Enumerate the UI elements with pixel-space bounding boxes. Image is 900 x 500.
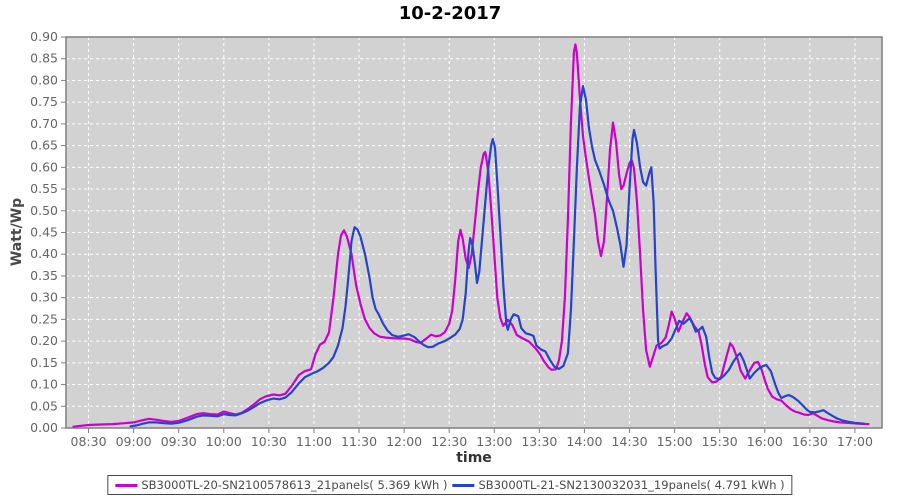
x-tick-label: 09:00	[116, 434, 152, 449]
plot-border	[65, 36, 883, 429]
x-tick-label: 14:30	[612, 434, 648, 449]
y-tick-label: 0.90	[30, 29, 58, 44]
legend-label-series2: SB3000TL-21-SN2130032031_19panels( 4.791…	[478, 478, 785, 492]
y-tick-label: 0.70	[30, 116, 58, 131]
x-tick-label: 14:00	[566, 434, 602, 449]
legend-item-series1: SB3000TL-20-SN2100578613_21panels( 5.369…	[115, 478, 448, 492]
chart-title: 10-2-2017	[398, 3, 502, 24]
y-tick-label: 0.20	[30, 333, 58, 348]
y-tick-label: 0.55	[30, 181, 58, 196]
x-tick-label: 10:30	[251, 434, 287, 449]
y-tick-label: 0.10	[30, 377, 58, 392]
y-tick-label: 0.15	[30, 355, 58, 370]
y-tick-label: 0.50	[30, 203, 58, 218]
x-tick-label: 16:00	[747, 434, 783, 449]
x-axis-title: time	[456, 450, 492, 466]
x-tick-label: 16:30	[792, 434, 828, 449]
x-tick-label: 13:00	[476, 434, 512, 449]
x-tick-label: 12:00	[386, 434, 422, 449]
legend-label-series1: SB3000TL-20-SN2100578613_21panels( 5.369…	[141, 478, 448, 492]
x-tick-label: 17:00	[837, 434, 873, 449]
x-tick-label: 11:30	[341, 434, 377, 449]
x-tick-label: 13:30	[521, 434, 557, 449]
x-tick-label: 12:30	[431, 434, 467, 449]
x-tick-label: 08:30	[71, 434, 107, 449]
series-line-1	[72, 43, 870, 428]
y-tick-label: 0.40	[30, 246, 58, 261]
legend-swatch-series2-icon	[452, 483, 475, 487]
y-tick-label: 0.85	[30, 51, 58, 66]
y-tick-label: 0.05	[30, 398, 58, 413]
series-line-2	[129, 84, 866, 428]
x-tick-label: 11:00	[296, 434, 332, 449]
y-tick-label: 0.65	[30, 138, 58, 153]
x-tick-label: 15:30	[702, 434, 738, 449]
y-tick-label: 0.45	[30, 225, 58, 240]
legend-swatch-series1-icon	[115, 483, 138, 487]
legend: SB3000TL-20-SN2100578613_21panels( 5.369…	[107, 475, 793, 495]
legend-item-series2: SB3000TL-21-SN2130032031_19panels( 4.791…	[452, 478, 785, 492]
y-tick-label: 0.00	[30, 420, 58, 435]
y-tick-label: 0.75	[30, 94, 58, 109]
y-tick-label: 0.30	[30, 290, 58, 305]
y-axis-title: Watt/Wp	[9, 197, 25, 267]
x-tick-label: 15:00	[657, 434, 693, 449]
y-tick-label: 0.60	[30, 159, 58, 174]
x-tick-label: 09:30	[161, 434, 197, 449]
y-tick-label: 0.35	[30, 268, 58, 283]
y-tick-label: 0.80	[30, 72, 58, 87]
y-tick-label: 0.25	[30, 311, 58, 326]
x-tick-label: 10:00	[206, 434, 242, 449]
